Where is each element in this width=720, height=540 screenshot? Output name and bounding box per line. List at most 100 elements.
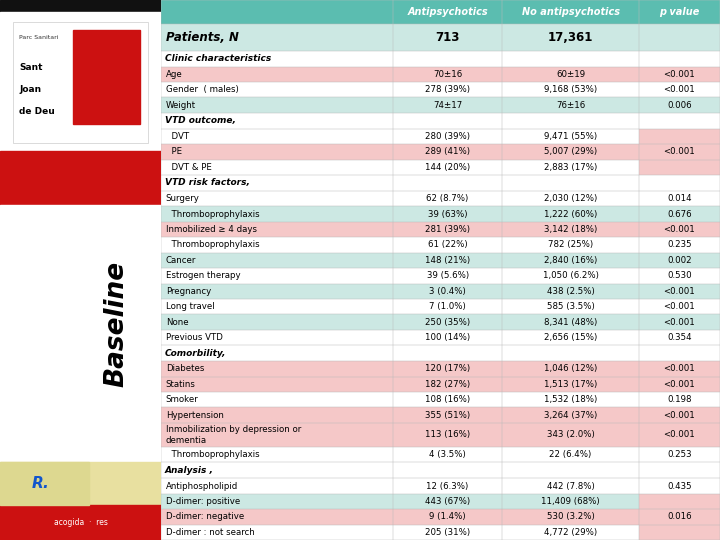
Text: 2,030 (12%): 2,030 (12%) bbox=[544, 194, 597, 203]
Text: 1,513 (17%): 1,513 (17%) bbox=[544, 380, 597, 389]
Bar bbox=[639, 509, 720, 524]
Bar bbox=[393, 345, 502, 361]
Bar bbox=[502, 314, 639, 330]
Text: 3 (0.4%): 3 (0.4%) bbox=[429, 287, 466, 296]
Bar bbox=[502, 113, 639, 129]
Text: 1,222 (60%): 1,222 (60%) bbox=[544, 210, 597, 219]
Text: Age: Age bbox=[166, 70, 182, 79]
Bar bbox=[502, 509, 639, 524]
Bar bbox=[639, 478, 720, 494]
Bar bbox=[639, 447, 720, 462]
Text: DVT: DVT bbox=[166, 132, 189, 141]
Bar bbox=[502, 175, 639, 191]
Bar bbox=[502, 423, 639, 447]
Bar bbox=[393, 423, 502, 447]
Bar bbox=[161, 237, 393, 253]
Bar bbox=[639, 494, 720, 540]
Text: 39 (5.6%): 39 (5.6%) bbox=[426, 271, 469, 280]
Bar bbox=[502, 82, 639, 97]
Text: Baseline: Baseline bbox=[103, 261, 129, 387]
Bar bbox=[502, 524, 639, 540]
Bar bbox=[393, 66, 502, 82]
Text: 343 (2.0%): 343 (2.0%) bbox=[546, 430, 595, 440]
Bar bbox=[502, 206, 639, 222]
Bar bbox=[639, 160, 720, 175]
Bar bbox=[502, 0, 639, 24]
Bar bbox=[393, 299, 502, 314]
Text: Pregnancy: Pregnancy bbox=[166, 287, 211, 296]
Bar bbox=[502, 330, 639, 345]
Text: acogida  ·  res: acogida · res bbox=[54, 518, 107, 527]
Text: 12 (6.3%): 12 (6.3%) bbox=[426, 482, 469, 490]
Bar bbox=[393, 129, 502, 144]
Bar bbox=[161, 51, 393, 66]
Bar bbox=[393, 407, 502, 423]
Bar bbox=[161, 66, 393, 82]
Bar bbox=[161, 129, 393, 144]
Bar bbox=[393, 376, 502, 392]
Bar bbox=[161, 253, 393, 268]
Text: Parc Sanitari: Parc Sanitari bbox=[19, 35, 59, 40]
Bar bbox=[393, 314, 502, 330]
Bar bbox=[0, 462, 161, 505]
Text: D-dimer: negative: D-dimer: negative bbox=[166, 512, 244, 521]
Text: 585 (3.5%): 585 (3.5%) bbox=[546, 302, 595, 311]
Bar bbox=[639, 82, 720, 97]
Text: p value: p value bbox=[660, 7, 700, 17]
Bar bbox=[161, 330, 393, 345]
Text: Patients, N: Patients, N bbox=[166, 31, 238, 44]
Bar bbox=[502, 253, 639, 268]
Text: Comorbility,: Comorbility, bbox=[165, 349, 226, 357]
Bar bbox=[502, 237, 639, 253]
Bar bbox=[161, 407, 393, 423]
Text: 443 (67%): 443 (67%) bbox=[425, 497, 470, 506]
Text: 113 (16%): 113 (16%) bbox=[425, 430, 470, 440]
Bar bbox=[73, 30, 140, 124]
Bar bbox=[639, 524, 720, 540]
Bar bbox=[393, 0, 502, 24]
Text: 100 (14%): 100 (14%) bbox=[425, 333, 470, 342]
Bar bbox=[393, 160, 502, 175]
Text: 438 (2.5%): 438 (2.5%) bbox=[546, 287, 595, 296]
Text: 22 (6.4%): 22 (6.4%) bbox=[549, 450, 592, 459]
Text: 5,007 (29%): 5,007 (29%) bbox=[544, 147, 597, 157]
Bar bbox=[161, 0, 393, 24]
Bar bbox=[639, 66, 720, 82]
Text: 530 (3.2%): 530 (3.2%) bbox=[546, 512, 595, 521]
Bar bbox=[639, 330, 720, 345]
Bar bbox=[639, 0, 720, 24]
Text: <0.001: <0.001 bbox=[664, 430, 696, 440]
Bar bbox=[639, 376, 720, 392]
Text: 2,656 (15%): 2,656 (15%) bbox=[544, 333, 597, 342]
Bar bbox=[393, 237, 502, 253]
Text: Gender  ( males): Gender ( males) bbox=[166, 85, 238, 94]
Bar bbox=[502, 191, 639, 206]
Text: Antipsychotics: Antipsychotics bbox=[408, 7, 488, 17]
Bar bbox=[639, 97, 720, 113]
Bar bbox=[502, 51, 639, 66]
Bar bbox=[393, 51, 502, 66]
Bar bbox=[639, 314, 720, 330]
Text: Analysis ,: Analysis , bbox=[165, 466, 214, 475]
Bar bbox=[502, 144, 639, 160]
Bar bbox=[639, 268, 720, 284]
Text: 0.006: 0.006 bbox=[667, 100, 692, 110]
Bar bbox=[639, 392, 720, 407]
Bar bbox=[393, 222, 502, 237]
Text: Thromboprophylaxis: Thromboprophylaxis bbox=[166, 210, 259, 219]
Bar bbox=[639, 206, 720, 222]
Text: de Deu: de Deu bbox=[19, 107, 55, 116]
Text: <0.001: <0.001 bbox=[664, 70, 696, 79]
Bar bbox=[161, 268, 393, 284]
Bar bbox=[393, 509, 502, 524]
Text: 144 (20%): 144 (20%) bbox=[425, 163, 470, 172]
Text: 61 (22%): 61 (22%) bbox=[428, 240, 467, 249]
Bar bbox=[393, 478, 502, 494]
Text: 0.253: 0.253 bbox=[667, 450, 692, 459]
Bar bbox=[161, 206, 393, 222]
Bar bbox=[502, 376, 639, 392]
Text: 108 (16%): 108 (16%) bbox=[425, 395, 470, 404]
Text: D-dimer : not search: D-dimer : not search bbox=[166, 528, 254, 537]
Text: 280 (39%): 280 (39%) bbox=[425, 132, 470, 141]
Bar bbox=[393, 330, 502, 345]
